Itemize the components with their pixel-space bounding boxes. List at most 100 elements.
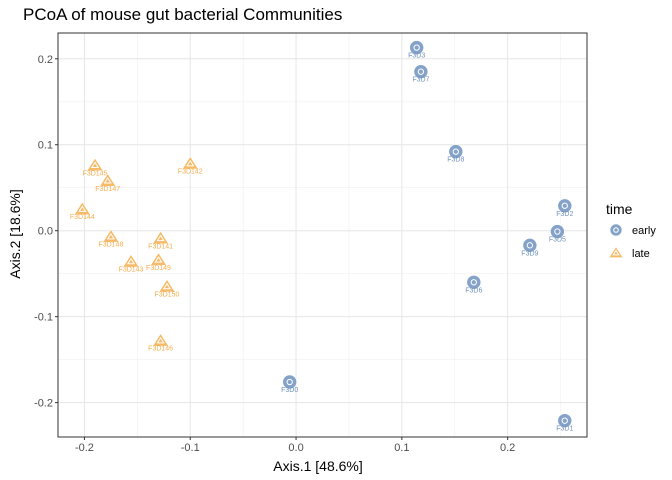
data-point-f3d141: F3D141 <box>148 230 173 250</box>
data-point-f3d142: F3D142 <box>178 155 203 176</box>
data-point-f3d149: F3D149 <box>146 252 171 272</box>
point-label: F3D8 <box>447 157 464 164</box>
point-label: F3D1 <box>556 426 573 433</box>
data-point-f3d145: F3D145 <box>83 157 108 177</box>
y-tick-label: 0.0 <box>38 226 53 238</box>
y-axis-label: Axis.2 [18.6%] <box>7 189 23 279</box>
point-label: F3D150 <box>155 292 180 299</box>
data-point-f3d147: F3D147 <box>95 173 120 193</box>
point-marker-inner <box>78 205 87 212</box>
data-point-f3d8: F3D8 <box>447 144 464 164</box>
point-marker <box>448 144 464 159</box>
point-marker <box>158 278 176 293</box>
data-point-f3d9: F3D9 <box>521 238 539 257</box>
point-label: F3D7 <box>412 77 429 84</box>
point-label: F3D2 <box>556 211 573 218</box>
y-axis-ticks: -0.2 -0.1 0.0 0.1 0.2 <box>34 54 58 410</box>
point-label: F3D0 <box>281 387 298 394</box>
data-point-f3d0: F3D0 <box>281 374 298 394</box>
point-marker-inner <box>286 378 293 386</box>
plot-panel <box>58 33 587 437</box>
point-marker-inner <box>417 68 425 75</box>
point-marker-inner <box>561 417 568 424</box>
data-point-f3d7: F3D7 <box>412 64 430 84</box>
data-point-f3d6: F3D6 <box>465 274 482 294</box>
point-marker <box>122 253 140 268</box>
legend: time early late <box>606 201 656 262</box>
data-point-f3d148: F3D148 <box>98 228 123 249</box>
point-marker-inner <box>561 202 568 209</box>
point-marker <box>152 230 170 245</box>
point-label: F3D143 <box>119 267 144 274</box>
x-axis-label: Axis.1 [48.6%] <box>273 458 363 474</box>
data-point-f3d150: F3D150 <box>155 278 180 299</box>
x-tick-label: 0.1 <box>394 442 409 454</box>
data-point-f3d144: F3D144 <box>70 201 95 221</box>
data-point-f3d146: F3D146 <box>148 332 173 353</box>
point-label: F3D145 <box>83 170 108 177</box>
point-marker-inner <box>156 234 165 242</box>
point-marker <box>409 40 424 55</box>
x-tick-label: 0.2 <box>500 442 515 454</box>
point-marker-inner <box>612 249 620 256</box>
point-marker-inner <box>452 148 459 155</box>
point-marker-inner <box>413 44 420 51</box>
point-marker-inner <box>186 159 195 167</box>
point-marker <box>102 228 120 243</box>
point-marker-inner <box>90 161 100 169</box>
point-label: F3D3 <box>408 53 425 60</box>
y-tick-label: 0.2 <box>38 54 53 66</box>
y-tick-label: -0.2 <box>34 398 53 410</box>
x-tick-label: 0.0 <box>288 442 303 454</box>
point-marker-inner <box>162 282 172 290</box>
point-marker-inner <box>106 232 116 240</box>
y-tick-label: 0.1 <box>38 140 53 152</box>
data-point-f3d1: F3D1 <box>556 413 573 433</box>
point-marker-inner <box>154 256 163 263</box>
point-marker-inner <box>470 279 477 286</box>
point-marker-inner <box>126 257 136 265</box>
data-point-f3d2: F3D2 <box>556 198 573 218</box>
point-marker <box>181 155 199 170</box>
point-label: F3D146 <box>148 346 173 353</box>
point-marker <box>557 198 573 214</box>
legend-title: time <box>606 201 633 217</box>
point-label: F3D6 <box>465 287 482 294</box>
data-point-f3d143: F3D143 <box>119 253 144 274</box>
data-points: F3D3 F3D7 F3D8 F3D2 F3D5 F3D9 F3D6 F3D0 F3D1 F3D1… <box>57 32 588 438</box>
point-label: F3D147 <box>95 186 120 193</box>
point-label: F3D144 <box>70 214 95 221</box>
point-marker-inner <box>554 228 561 235</box>
point-label: F3D9 <box>521 250 538 257</box>
point-marker <box>609 223 623 237</box>
point-marker <box>522 238 538 253</box>
x-tick-label: -0.2 <box>75 442 94 454</box>
x-tick-label: -0.1 <box>181 442 200 454</box>
point-marker-inner <box>526 242 534 249</box>
point-marker-inner <box>156 336 165 344</box>
point-marker <box>86 157 104 172</box>
data-point-f3d5: F3D5 <box>549 224 566 244</box>
point-marker <box>608 246 624 259</box>
point-marker <box>466 274 482 290</box>
point-label: F3D149 <box>146 265 171 272</box>
point-label: F3D141 <box>148 243 173 250</box>
x-axis-ticks: -0.2 -0.1 0.0 0.1 0.2 <box>75 437 515 454</box>
point-marker <box>550 224 565 239</box>
legend-label: early <box>632 225 656 237</box>
legend-label: late <box>632 248 650 260</box>
point-marker <box>152 332 170 347</box>
y-tick-label: -0.1 <box>34 312 53 324</box>
point-label: F3D5 <box>549 237 566 244</box>
point-marker <box>413 64 429 79</box>
legend-entry-late: late <box>607 244 650 262</box>
point-label: F3D148 <box>98 242 123 249</box>
point-label: F3D142 <box>178 169 203 176</box>
panel-background <box>58 33 587 437</box>
point-marker <box>282 374 298 390</box>
point-marker <box>149 252 168 266</box>
panel-border <box>57 32 588 438</box>
legend-entry-early: early <box>607 221 656 239</box>
